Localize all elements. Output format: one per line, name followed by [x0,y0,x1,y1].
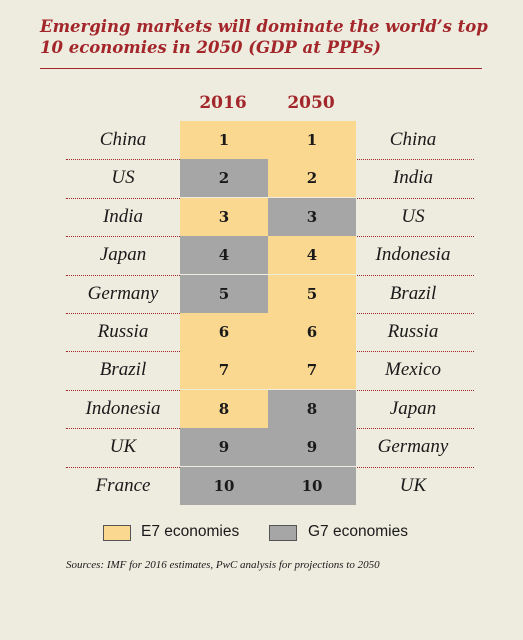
rank-cell-2050: 5 [268,274,356,313]
table-row: US 2 2 India [66,159,474,198]
country-2016: US [111,167,135,189]
country-2050: Japan [389,397,437,419]
column-header-2050: 2050 [287,93,335,113]
rank-cell-2016: 4 [180,236,268,275]
table-row: Russia 6 6 Russia [66,313,474,351]
country-2016: Germany [87,282,159,304]
legend-label-g7: G7 economies [308,523,408,540]
table-row: Germany 5 5 Brazil [66,274,474,313]
country-2050: Indonesia [375,244,451,266]
title-rule [40,68,482,69]
source-note: Sources: IMF for 2016 estimates, PwC ana… [66,559,380,571]
country-2016: UK [109,436,137,458]
country-2050: US [401,205,425,227]
country-2050: Germany [377,436,449,458]
table-row: Indonesia 8 8 Japan [66,389,474,428]
table-row: France 10 10 UK [66,466,474,505]
rank-cell-2050: 1 [268,121,356,159]
chart-title: Emerging markets will dominate the world… [40,17,488,57]
rank-cell-2016: 5 [180,274,268,313]
country-2050: Russia [387,321,439,342]
country-2050: Mexico [385,359,441,381]
rank-cell-2016: 10 [180,466,268,505]
legend: E7 economies G7 economies [0,522,523,542]
rank-cell-2050: 4 [268,236,356,275]
rank-cell-2050: 9 [268,428,356,467]
legend-swatch-e7 [103,525,131,541]
country-2050: China [389,129,437,150]
country-2016: Brazil [99,359,147,381]
table-row: UK 9 9 Germany [66,428,474,467]
country-2016: Russia [97,321,149,342]
legend-swatch-g7 [269,525,297,541]
rank-cell-2050: 3 [268,197,356,236]
rank-cell-2050: 8 [268,389,356,428]
country-2016: Japan [99,244,147,266]
rank-cell-2050: 6 [268,313,356,351]
rank-cell-2016: 7 [180,351,268,390]
country-2050: Brazil [389,282,437,304]
rank-cell-2016: 6 [180,313,268,351]
rank-cell-2016: 3 [180,197,268,236]
legend-label-e7: E7 economies [141,523,240,540]
table-row: Brazil 7 7 Mexico [66,351,474,390]
rank-cell-2016: 1 [180,121,268,159]
table-row: India 3 3 US [66,197,474,236]
country-2016: India [102,205,144,227]
country-2050: UK [399,474,427,496]
country-2016: China [99,129,147,150]
column-header-2016: 2016 [199,93,247,113]
rank-cell-2050: 2 [268,159,356,198]
country-2016: France [95,474,151,496]
rank-cell-2050: 10 [268,466,356,505]
rank-cell-2016: 2 [180,159,268,198]
country-2016: Indonesia [85,397,161,419]
rank-cell-2050: 7 [268,351,356,390]
table-row: Japan 4 4 Indonesia [66,236,474,275]
table-row: China 1 1 China [66,121,474,159]
country-2050: India [392,167,434,189]
rank-cell-2016: 9 [180,428,268,467]
rank-cell-2016: 8 [180,389,268,428]
